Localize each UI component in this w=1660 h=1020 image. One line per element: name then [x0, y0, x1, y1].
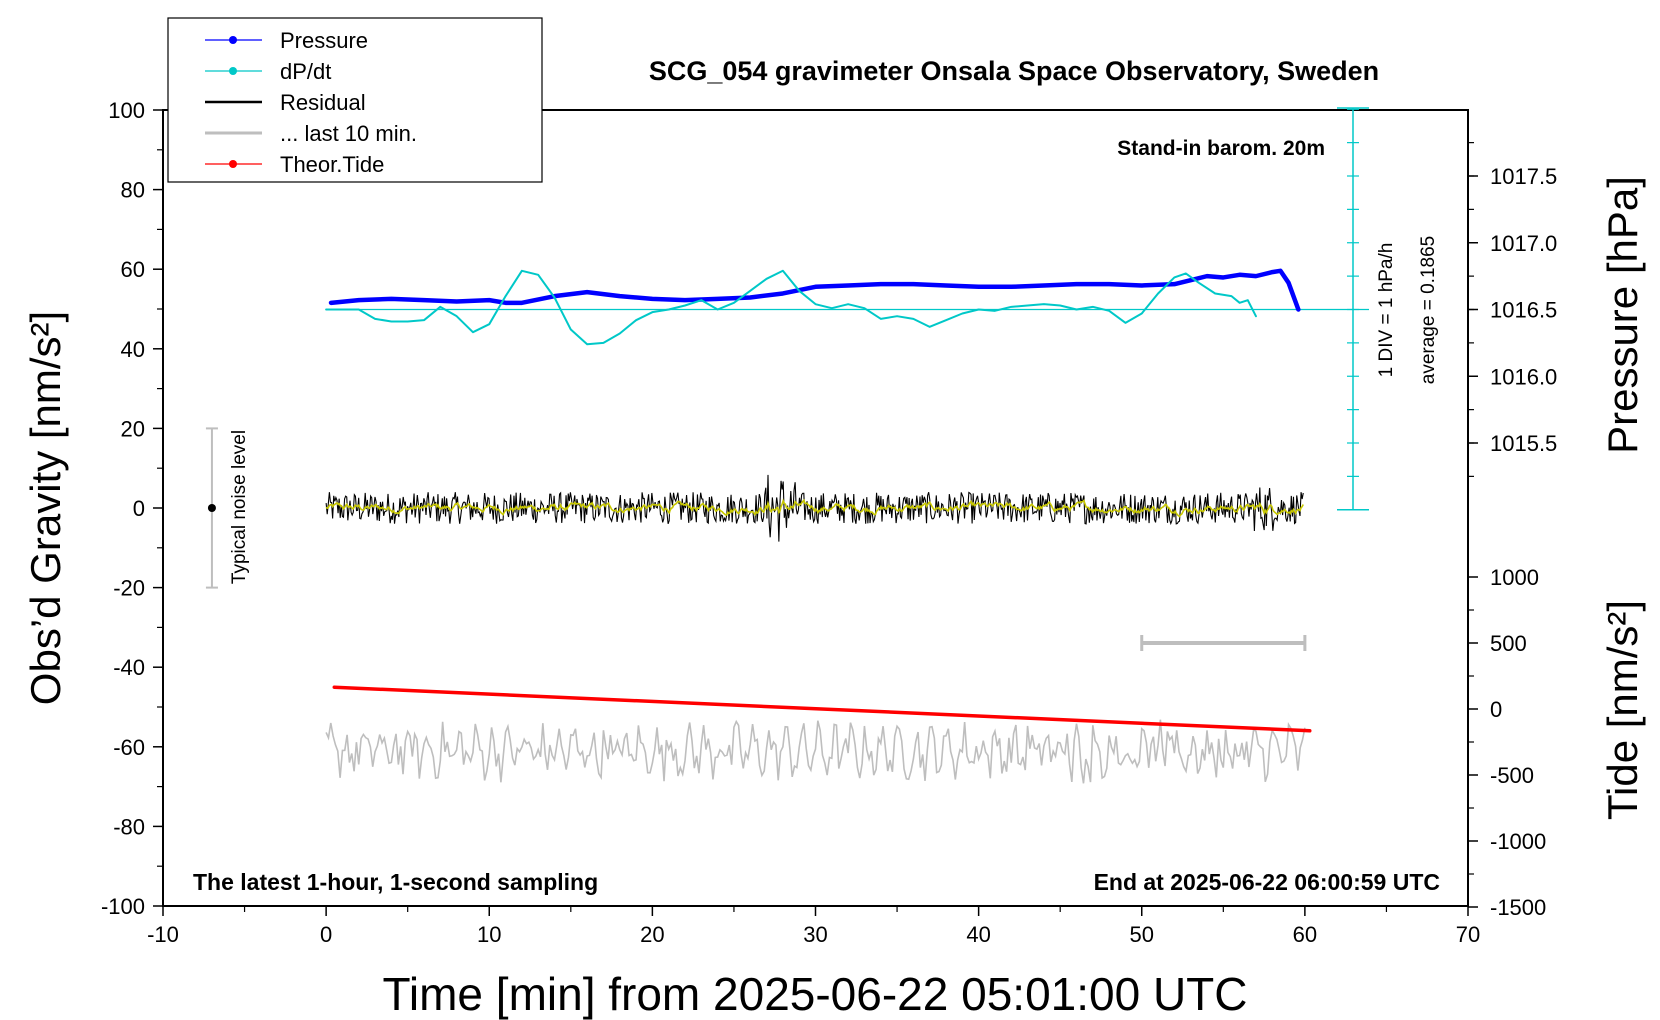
- y-tick-label: 0: [133, 496, 145, 521]
- series-layer: [325, 268, 1312, 784]
- end-time-note: End at 2025-06-22 06:00:59 UTC: [1094, 869, 1440, 895]
- pressure-axis-ticks: 1015.5 1016.0 1016.5 1017.0 1017.5: [1468, 142, 1557, 477]
- y-axis-ticks: -100 -80 -60 -40 -20 0 20 40 60 80 100: [101, 98, 163, 919]
- y-tick-label: -20: [113, 576, 145, 601]
- dpdt-scale-ruler: [326, 107, 1369, 511]
- tide-tick-label: 1000: [1490, 565, 1539, 590]
- series-last-10-min: [325, 719, 1306, 784]
- last-10-min-window-bar: [1140, 635, 1307, 651]
- y-tick-label: 40: [121, 337, 145, 362]
- legend: Pressure dP/dt Residual ... last 10 min. The…: [205, 28, 417, 177]
- noise-bar: [205, 427, 218, 589]
- x-tick-label: 30: [803, 922, 827, 947]
- noise-label: Typical noise level: [229, 430, 250, 584]
- x-tick-label: 50: [1130, 922, 1154, 947]
- legend-label: Residual: [280, 90, 366, 115]
- pressure-tick-label: 1017.5: [1490, 164, 1557, 189]
- y-tick-label: -100: [101, 894, 145, 919]
- tide-tick-label: -1000: [1490, 829, 1546, 854]
- y-axis-label: Obs’d Gravity [nm/s²]: [22, 311, 69, 705]
- series-theor-tide: [332, 685, 1312, 733]
- x-tick-label: 10: [477, 922, 501, 947]
- x-tick-label: 20: [640, 922, 664, 947]
- noise-bar-dot: [207, 504, 216, 512]
- pressure-tick-label: 1015.5: [1490, 431, 1557, 456]
- pressure-tick-label: 1017.0: [1490, 231, 1557, 256]
- tide-tick-label: 0: [1490, 697, 1502, 722]
- y-tick-label: 80: [121, 178, 145, 203]
- legend-label: dP/dt: [280, 59, 331, 84]
- series-pressure: [328, 268, 1301, 312]
- y-tick-label: -40: [113, 655, 145, 680]
- y-tick-label: 20: [121, 416, 145, 441]
- x-axis-ticks: -10 0 10 20 30 40 50 60 70: [147, 906, 1480, 947]
- tide-axis-ticks: -1500 -1000 -500 0 500 1000: [1468, 565, 1546, 920]
- scale-note: 1 DIV = 1 hPa/h: [1376, 243, 1397, 378]
- chart-title: SCG_054 gravimeter Onsala Space Observat…: [649, 56, 1379, 86]
- x-tick-label: 70: [1456, 922, 1480, 947]
- y-tick-label: -80: [113, 814, 145, 839]
- series-residual: [325, 474, 1304, 542]
- y-tick-label: 60: [121, 257, 145, 282]
- average-note: average = 0.1865: [1418, 236, 1439, 384]
- legend-marker: [229, 67, 237, 75]
- x-tick-label: 60: [1293, 922, 1317, 947]
- x-tick-label: 0: [320, 922, 332, 947]
- tide-tick-label: -1500: [1490, 895, 1546, 920]
- x-tick-label: -10: [147, 922, 179, 947]
- pressure-axis-label: Pressure [hPa]: [1599, 176, 1646, 454]
- barometer-note: Stand-in barom. 20m: [1117, 137, 1325, 160]
- legend-marker: [229, 36, 237, 44]
- tide-axis-label: Tide [nm/s²]: [1599, 600, 1646, 820]
- legend-box: [167, 17, 543, 183]
- pressure-tick-label: 1016.5: [1490, 298, 1557, 323]
- legend-label: Pressure: [280, 28, 368, 53]
- y-tick-label: -60: [113, 735, 145, 760]
- x-axis-label: Time [min] from 2025-06-22 05:01:00 UTC: [383, 968, 1248, 1020]
- legend-marker: [229, 160, 237, 168]
- y-tick-label: 100: [108, 98, 145, 123]
- series-residual-smoothed: [325, 498, 1304, 518]
- tide-tick-label: 500: [1490, 631, 1527, 656]
- legend-label: Theor.Tide: [280, 152, 384, 177]
- tide-tick-label: -500: [1490, 763, 1534, 788]
- period-note: The latest 1-hour, 1-second sampling: [193, 869, 598, 895]
- x-tick-label: 40: [966, 922, 990, 947]
- legend-label: ... last 10 min.: [280, 121, 417, 146]
- series-dp-dt: [325, 269, 1257, 346]
- pressure-tick-label: 1016.0: [1490, 364, 1557, 389]
